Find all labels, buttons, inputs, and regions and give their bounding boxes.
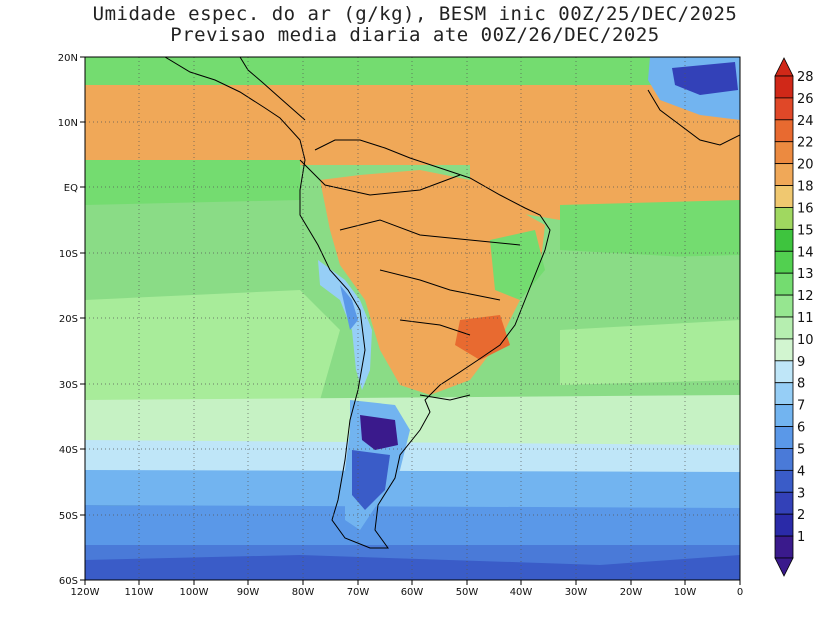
colorbar-swatch	[774, 272, 794, 296]
map-title: Umidade espec. do ar (g/kg), BESM inic 0…	[92, 3, 738, 25]
colorbar-swatch	[774, 141, 794, 165]
colorbar-label: 24	[797, 114, 814, 129]
colorbar-label: 3	[797, 486, 805, 501]
latitude-labels: 20N 10N EQ 10S 20S 30S 40S 50S 60S	[58, 53, 78, 587]
colorbar-swatch	[774, 185, 794, 208]
colorbar-label: 11	[797, 311, 814, 326]
lat-label: 30S	[59, 380, 78, 391]
colorbar-label: 22	[797, 136, 814, 151]
colorbar-label: 13	[797, 267, 814, 282]
colorbar-label: 10	[797, 333, 814, 348]
lon-label: 40W	[510, 587, 533, 598]
colorbar-label: 20	[797, 158, 814, 173]
colorbar-label: 16	[797, 201, 814, 216]
lon-label: 80W	[292, 587, 315, 598]
lon-label: 100W	[180, 587, 209, 598]
colorbar-label: 26	[797, 92, 814, 107]
lat-label: 60S	[59, 576, 78, 587]
lon-label: 70W	[347, 587, 370, 598]
colorbar-swatch	[774, 75, 794, 99]
colorbar-label: 28	[797, 70, 814, 85]
colorbar-swatch	[774, 338, 794, 362]
colorbar-swatch	[774, 207, 794, 230]
lat-label: 10N	[58, 118, 78, 129]
colorbar-swatch	[774, 513, 794, 537]
lon-label: 20W	[620, 587, 643, 598]
colorbar-min-arrow	[774, 557, 794, 577]
colorbar-label: 4	[797, 464, 805, 479]
colorbar-label: 18	[797, 180, 814, 195]
colorbar-swatch	[774, 382, 794, 406]
lat-label: 20S	[59, 314, 78, 325]
lon-label: 90W	[237, 587, 260, 598]
colorbar-swatch	[774, 426, 794, 449]
colorbar-label: 6	[797, 421, 805, 436]
colorbar-swatch	[774, 97, 794, 121]
colorbar-swatch	[774, 250, 794, 274]
colorbar-label: 12	[797, 289, 814, 304]
colorbar-label: 14	[797, 245, 814, 260]
lat-label: 40S	[59, 445, 78, 456]
longitude-labels: 120W 110W 100W 90W 80W 70W 60W 50W 40W 3…	[71, 587, 744, 598]
lon-label: 10W	[674, 587, 697, 598]
lat-label: 20N	[58, 53, 78, 64]
colorbar-swatch	[774, 535, 794, 559]
lon-label: 30W	[565, 587, 588, 598]
lon-label: 50W	[456, 587, 479, 598]
map-subtitle: Previsao media diaria ate 00Z/26/DEC/202…	[170, 24, 660, 46]
colorbar-label: 7	[797, 399, 805, 414]
lat-label: EQ	[64, 183, 78, 194]
lon-label: 110W	[125, 587, 154, 598]
lon-label: 60W	[401, 587, 424, 598]
colorbar-label: 8	[797, 377, 805, 392]
colorbar-swatch	[774, 294, 794, 318]
colorbar-swatch	[774, 360, 794, 384]
lat-label: 10S	[59, 249, 78, 260]
colorbar-swatch	[774, 119, 794, 143]
coastlines	[164, 57, 740, 549]
colorbar-max-arrow	[774, 57, 794, 77]
lon-label: 120W	[71, 587, 100, 598]
colorbar-swatch	[774, 316, 794, 340]
colorbar-swatch	[774, 228, 794, 252]
colorbar-label: 5	[797, 442, 805, 457]
lat-label: 50S	[59, 511, 78, 522]
axis-ticks	[80, 56, 741, 585]
colorbar-label: 9	[797, 355, 805, 370]
colorbar-swatch	[774, 404, 794, 427]
colorbar-swatch	[774, 469, 794, 493]
colorbar-swatch	[774, 448, 794, 471]
lon-label: 0	[737, 587, 743, 598]
colorbar-label: 2	[797, 508, 805, 523]
humidity-field	[85, 57, 740, 580]
colorbar: 28 26 24 22 20 18 16 15 14 13 12 11 10 9 8 7 6 5 4 3 2 1	[774, 57, 814, 577]
colorbar-label: 15	[797, 223, 814, 238]
colorbar-swatch	[774, 163, 794, 186]
colorbar-swatch	[774, 491, 794, 515]
colorbar-label: 1	[797, 530, 805, 545]
